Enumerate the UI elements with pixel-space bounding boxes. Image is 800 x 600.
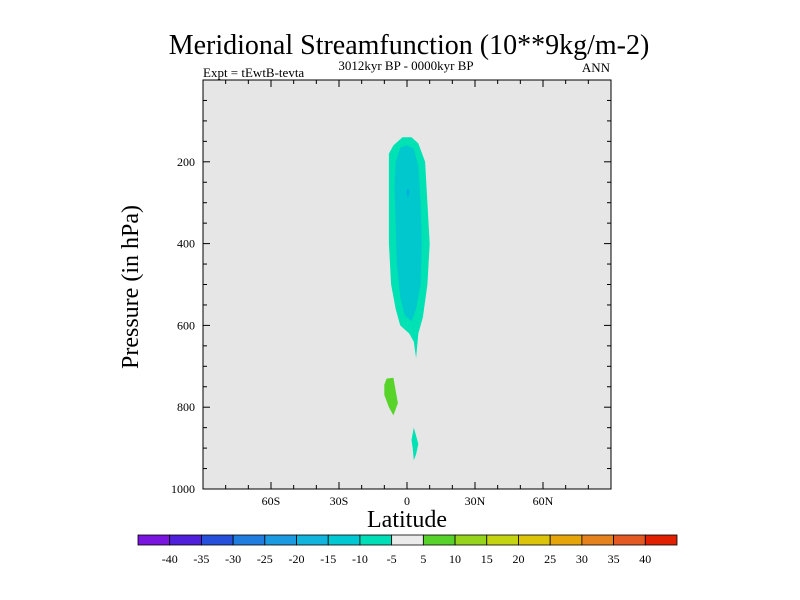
colorbar-swatch bbox=[486, 534, 519, 546]
colorbar-label: 40 bbox=[639, 552, 651, 566]
x-tick-label: 60S bbox=[262, 494, 281, 508]
x-tick-label: 30S bbox=[330, 494, 349, 508]
colorbar-swatch bbox=[391, 534, 424, 546]
contour-upper-min-dot bbox=[406, 188, 410, 198]
y-tick-label: 600 bbox=[177, 318, 195, 332]
colorbar-swatch bbox=[454, 534, 488, 546]
colorbar-label: -5 bbox=[387, 552, 397, 566]
colorbar-swatch bbox=[644, 534, 678, 546]
y-axis-label: Pressure (in hPa) bbox=[118, 205, 144, 369]
colorbar: -40 -35 -30 -25 -20 -15 -10 -5 5 10 15 20 25 30 35 40 bbox=[137, 534, 678, 566]
contour-lower-negative-sliver bbox=[411, 427, 419, 461]
x-tick-label: 60N bbox=[533, 494, 554, 508]
colorbar-label: 5 bbox=[420, 552, 426, 566]
y-tick-label: 1000 bbox=[171, 482, 195, 496]
contour-lower-positive-cell bbox=[384, 377, 398, 416]
colorbar-swatch bbox=[327, 534, 361, 546]
colorbar-swatch bbox=[422, 534, 456, 546]
colorbar-label: -10 bbox=[352, 552, 368, 566]
colorbar-label: 30 bbox=[576, 552, 588, 566]
colorbar-label: -20 bbox=[289, 552, 305, 566]
colorbar-label: -15 bbox=[320, 552, 336, 566]
colorbar-label: 20 bbox=[512, 552, 524, 566]
y-tick-label: 800 bbox=[177, 400, 195, 414]
colorbar-swatch bbox=[359, 534, 393, 546]
colorbar-label: 10 bbox=[449, 552, 461, 566]
colorbar-swatch bbox=[549, 534, 583, 546]
x-axis: 60S 30S 0 30N 60N bbox=[202, 80, 612, 508]
x-axis-label: Latitude bbox=[367, 507, 447, 533]
colorbar-swatch bbox=[264, 534, 297, 546]
y-tick-label: 200 bbox=[177, 155, 195, 169]
colorbar-swatch bbox=[137, 534, 171, 546]
contour-fills bbox=[384, 137, 430, 461]
period-label: 3012kyr BP - 0000kyr BP bbox=[338, 58, 473, 73]
colorbar-label: -25 bbox=[257, 552, 273, 566]
colorbar-label: 15 bbox=[481, 552, 493, 566]
colorbar-label: -35 bbox=[193, 552, 209, 566]
colorbar-swatch bbox=[613, 534, 646, 546]
contour-upper-negative-core bbox=[394, 145, 422, 322]
chart-title: Meridional Streamfunction (10**9kg/m-2) bbox=[169, 30, 650, 61]
y-tick-label: 400 bbox=[177, 237, 195, 251]
colorbar-swatch bbox=[581, 534, 614, 546]
colorbar-swatch bbox=[201, 534, 234, 546]
season-label: ANN bbox=[582, 60, 611, 75]
colorbar-swatch bbox=[296, 534, 329, 546]
colorbar-label: -30 bbox=[225, 552, 241, 566]
experiment-label: Expt = tEwtB-tevta bbox=[203, 65, 304, 80]
colorbar-swatch bbox=[169, 534, 202, 546]
colorbar-label: 35 bbox=[608, 552, 620, 566]
x-tick-label: 30N bbox=[465, 494, 486, 508]
colorbar-swatch bbox=[232, 534, 266, 546]
colorbar-label: 25 bbox=[544, 552, 556, 566]
y-axis: 200 400 600 800 1000 bbox=[171, 79, 611, 496]
colorbar-swatch bbox=[518, 534, 551, 546]
colorbar-label: -40 bbox=[162, 552, 178, 566]
x-tick-label: 0 bbox=[404, 494, 410, 508]
